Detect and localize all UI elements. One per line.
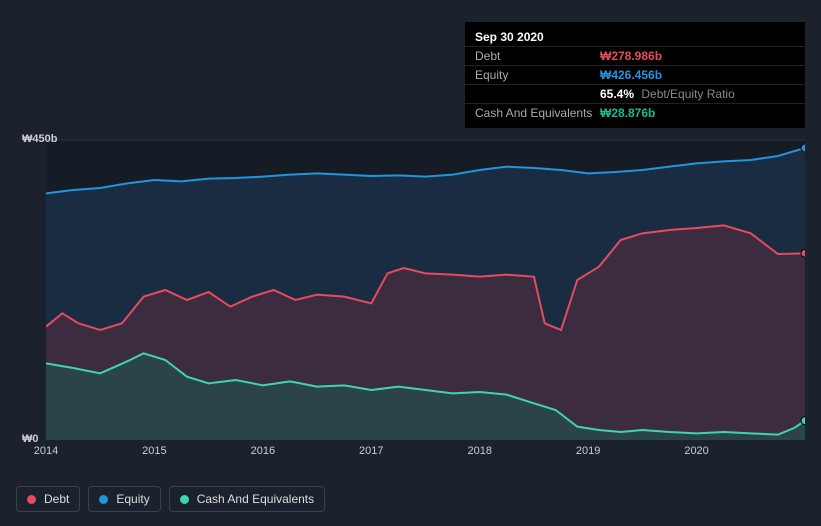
marker-cash [801,417,805,425]
y-tick-label: ₩0 [22,433,39,445]
chart-container: ₩0₩450b 2014201520162017201820192020 [16,120,805,440]
x-tick-label: 2016 [251,445,275,457]
x-tick-label: 2018 [467,445,491,457]
tooltip-equity-value: ₩426.456b [600,68,662,82]
chart-legend: Debt Equity Cash And Equivalents [16,486,325,512]
legend-label: Equity [116,492,149,506]
marker-debt [801,249,805,257]
legend-label: Cash And Equivalents [197,492,314,506]
legend-dot-icon [27,495,36,504]
legend-dot-icon [180,495,189,504]
legend-item-debt[interactable]: Debt [16,486,80,512]
legend-item-cash[interactable]: Cash And Equivalents [169,486,325,512]
chart-tooltip: Sep 30 2020 Debt ₩278.986b Equity ₩426.4… [465,22,805,128]
tooltip-debt-label: Debt [475,49,600,63]
tooltip-date: Sep 30 2020 [475,30,544,44]
legend-label: Debt [44,492,69,506]
tooltip-debt-value: ₩278.986b [600,49,662,63]
y-tick-label: ₩450b [22,133,57,145]
x-tick-label: 2014 [34,445,58,457]
legend-item-equity[interactable]: Equity [88,486,160,512]
x-tick-label: 2015 [142,445,166,457]
tooltip-cash-value: ₩28.876b [600,106,655,120]
x-tick-label: 2019 [576,445,600,457]
tooltip-cash-label: Cash And Equivalents [475,106,600,120]
legend-dot-icon [99,495,108,504]
marker-equity [801,144,805,152]
x-tick-label: 2017 [359,445,383,457]
tooltip-ratio-spacer [475,87,600,101]
tooltip-equity-label: Equity [475,68,600,82]
tooltip-ratio-suffix: Debt/Equity Ratio [641,87,734,101]
x-tick-label: 2020 [684,445,708,457]
area-chart[interactable] [46,120,805,440]
tooltip-ratio-value: 65.4% [600,87,634,101]
